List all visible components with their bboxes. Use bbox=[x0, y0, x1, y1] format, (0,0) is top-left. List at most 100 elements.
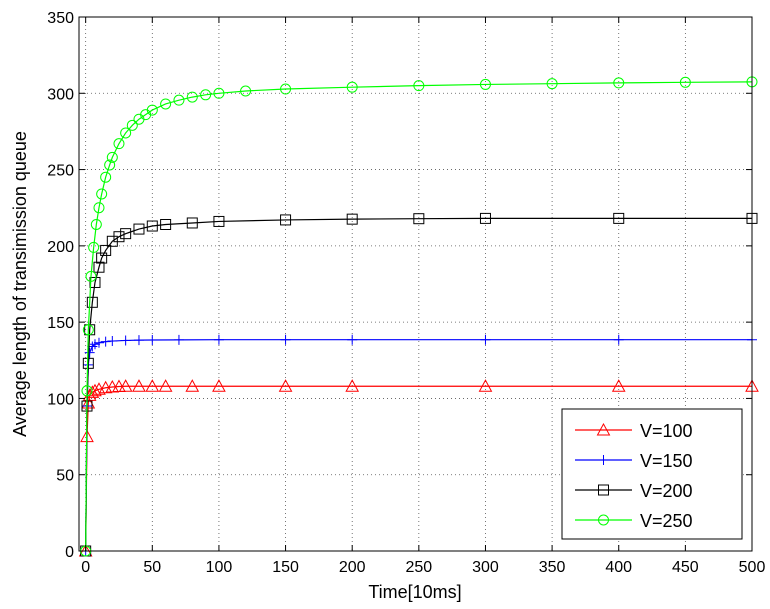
legend-label-v-250: V=250 bbox=[640, 511, 693, 531]
legend-marker-v-250 bbox=[598, 514, 609, 526]
data-point-v-100 bbox=[478, 379, 493, 392]
data-point-v-200 bbox=[413, 213, 425, 225]
data-point-v-250 bbox=[613, 77, 625, 89]
data-point-v-100 bbox=[212, 379, 226, 392]
data-point-v-250 bbox=[81, 385, 93, 397]
legend-marker-v-200 bbox=[598, 484, 609, 496]
data-point-v-200 bbox=[93, 261, 105, 273]
x-tick-label: 450 bbox=[672, 559, 699, 576]
data-point-v-100 bbox=[185, 379, 200, 392]
plot-frame bbox=[78, 16, 753, 552]
legend: V=100 V=150 V=200 V=250 bbox=[561, 408, 743, 540]
y-axis-label: Average length of transimission queue bbox=[10, 131, 30, 437]
data-point-v-100 bbox=[158, 379, 173, 392]
legend-item-v-100: V=100 bbox=[575, 421, 693, 441]
data-point-v-150 bbox=[480, 334, 491, 345]
data-point-v-250 bbox=[173, 94, 185, 106]
data-point-v-250 bbox=[346, 81, 358, 93]
x-tick-label: 250 bbox=[405, 559, 432, 576]
x-axis-label: Time[10ms] bbox=[368, 582, 461, 602]
data-point-v-200 bbox=[89, 276, 101, 288]
data-point-v-250 bbox=[82, 324, 94, 336]
data-point-v-200 bbox=[120, 228, 132, 240]
y-tick-label: 250 bbox=[47, 163, 74, 180]
data-point-v-250 bbox=[88, 241, 100, 253]
x-tick-label: 500 bbox=[739, 559, 766, 576]
series-layer bbox=[78, 76, 759, 557]
data-point-v-200 bbox=[160, 218, 172, 230]
legend-item-v-200: V=200 bbox=[575, 481, 693, 501]
x-tick-label: 50 bbox=[143, 559, 161, 576]
data-point-v-200 bbox=[113, 231, 125, 243]
data-point-v-250 bbox=[240, 85, 252, 97]
data-point-v-150 bbox=[613, 334, 624, 345]
legend-box bbox=[561, 408, 743, 540]
data-point-v-250 bbox=[213, 87, 225, 99]
data-point-v-250 bbox=[479, 78, 491, 90]
data-point-v-200 bbox=[213, 215, 225, 227]
data-point-v-100 bbox=[278, 379, 293, 392]
data-point-v-100 bbox=[118, 379, 133, 392]
data-point-v-150 bbox=[93, 337, 104, 348]
data-point-v-250 bbox=[280, 83, 292, 95]
y-tick-label: 0 bbox=[65, 544, 74, 561]
y-tick-label: 350 bbox=[47, 10, 74, 27]
data-point-v-250 bbox=[90, 218, 102, 230]
data-point-v-200 bbox=[613, 212, 625, 224]
x-tick-label: 150 bbox=[272, 559, 299, 576]
data-point-v-100 bbox=[611, 379, 626, 392]
x-tick-label: 350 bbox=[539, 559, 566, 576]
data-point-v-200 bbox=[96, 252, 108, 264]
data-point-v-150 bbox=[100, 336, 111, 347]
data-point-v-150 bbox=[89, 339, 100, 350]
x-tick-label: 0 bbox=[81, 559, 90, 576]
data-point-v-250 bbox=[126, 119, 138, 131]
x-tick-label: 200 bbox=[339, 559, 366, 576]
series-v-200 bbox=[80, 212, 758, 557]
legend-item-v-250: V=250 bbox=[575, 511, 693, 531]
data-point-v-250 bbox=[186, 91, 198, 103]
data-point-v-250 bbox=[679, 76, 691, 88]
data-point-v-250 bbox=[106, 151, 118, 163]
x-tick-label: 400 bbox=[605, 559, 632, 576]
data-point-v-250 bbox=[104, 159, 116, 171]
data-point-v-100 bbox=[81, 395, 96, 409]
data-point-v-150 bbox=[84, 347, 95, 358]
axis-ticks: 0 50 100 150 200 250 300 350 400 450 500 0 50 100 150 2… bbox=[47, 10, 765, 576]
data-point-v-100 bbox=[132, 379, 146, 392]
y-tick-label: 100 bbox=[47, 391, 74, 408]
data-point-v-150 bbox=[213, 334, 224, 345]
data-point-v-150 bbox=[107, 336, 118, 347]
data-point-v-200 bbox=[82, 357, 94, 369]
data-point-v-100 bbox=[85, 385, 100, 398]
data-point-v-150 bbox=[133, 335, 144, 346]
y-tick-label: 50 bbox=[56, 468, 74, 485]
data-point-v-200 bbox=[346, 213, 358, 225]
data-point-v-150 bbox=[147, 334, 158, 345]
data-point-v-150 bbox=[280, 334, 291, 345]
data-point-v-250 bbox=[96, 188, 108, 200]
data-point-v-250 bbox=[146, 104, 158, 116]
data-point-v-250 bbox=[85, 270, 97, 282]
data-point-v-250 bbox=[120, 127, 132, 139]
data-point-v-200 bbox=[86, 296, 98, 308]
data-point-v-250 bbox=[113, 138, 125, 150]
data-point-v-250 bbox=[93, 202, 105, 214]
data-point-v-200 bbox=[186, 217, 198, 229]
data-point-v-150 bbox=[173, 334, 184, 345]
data-point-v-200 bbox=[133, 223, 145, 235]
data-point-v-200 bbox=[100, 244, 112, 256]
data-point-v-100 bbox=[345, 379, 360, 392]
legend-marker-v-150 bbox=[598, 455, 609, 465]
legend-marker-v-100 bbox=[596, 422, 611, 436]
data-point-v-100 bbox=[145, 379, 160, 392]
legend-label-v-200: V=200 bbox=[640, 481, 693, 501]
legend-item-v-150: V=150 bbox=[575, 451, 693, 471]
x-tick-label: 300 bbox=[472, 559, 499, 576]
data-point-v-250 bbox=[100, 171, 112, 183]
data-point-v-250 bbox=[546, 78, 558, 90]
series-v-250 bbox=[80, 76, 758, 557]
data-point-v-250 bbox=[160, 98, 172, 110]
data-point-v-200 bbox=[479, 212, 491, 224]
